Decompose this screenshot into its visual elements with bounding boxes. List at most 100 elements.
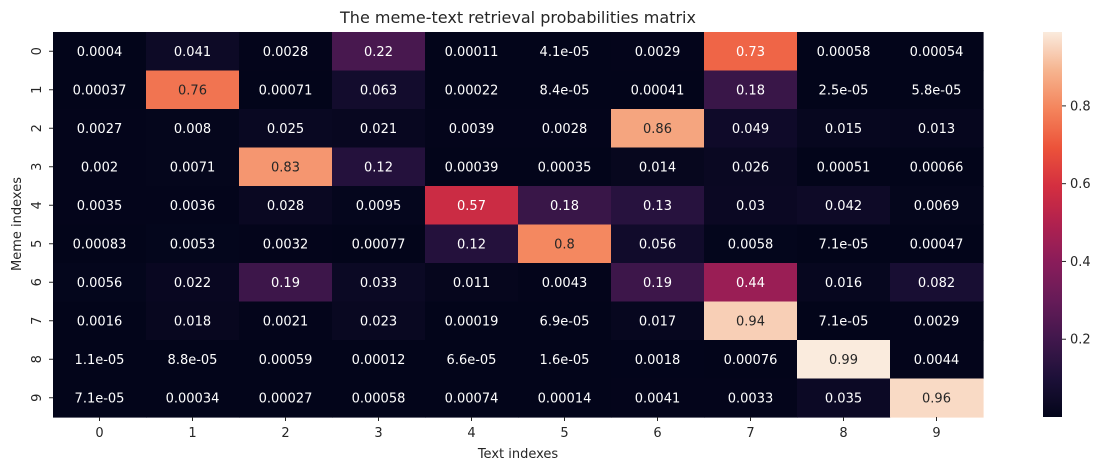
cell-label-r5-c6: 0.056	[639, 237, 676, 252]
cell-label-r4-c7: 0.03	[736, 199, 765, 214]
heatmap-cell-r0-c5	[518, 32, 612, 72]
colorbar-tick-label-2: 0.6	[1070, 177, 1091, 192]
cell-label-r1-c9: 5.8e-05	[912, 83, 962, 98]
cell-label-r3-c8: 0.00051	[817, 160, 871, 175]
cell-label-r3-c7: 0.026	[732, 160, 769, 175]
cell-label-r3-c2: 0.83	[271, 160, 300, 175]
cell-label-r9-c2: 0.00027	[259, 391, 313, 406]
heatmap-cell-r5-c1	[146, 224, 240, 264]
y-axis-ticks: 0 1 2 3 4 5 6 7 8 9	[30, 47, 53, 402]
cell-label-r9-c7: 0.0033	[728, 391, 774, 406]
cell-label-r2-c9: 0.013	[918, 122, 955, 137]
heatmap-cell-r7-c4	[425, 301, 519, 341]
heatmap-cell-r7-c8	[797, 301, 891, 341]
heatmap-cell-r5-c6	[611, 224, 705, 264]
cell-label-r0-c3: 0.22	[364, 45, 393, 60]
heatmap-cell-r3-c3	[332, 147, 426, 187]
cell-label-r5-c4: 0.12	[457, 237, 486, 252]
heatmap-cell-r4-c5	[518, 186, 612, 226]
cell-label-r7-c3: 0.023	[360, 314, 397, 329]
cell-label-r1-c0: 0.00037	[73, 83, 127, 98]
cell-label-r6-c5: 0.0043	[542, 276, 588, 291]
heatmap-cell-r6-c0	[53, 263, 147, 303]
y-tick-label-5: 5	[30, 240, 45, 248]
x-tick-label-7: 7	[746, 426, 754, 441]
cell-label-r6-c4: 0.011	[453, 276, 490, 291]
heatmap-cell-r1-c9	[890, 70, 984, 110]
cell-label-r9-c0: 7.1e-05	[75, 391, 125, 406]
cell-label-r0-c7: 0.73	[736, 45, 765, 60]
heatmap-cell-labels: 0.0004 0.041 0.0028 0.22 0.00011 4.1e-05 0.002…	[73, 45, 964, 407]
heatmap-cell-r0-c9	[890, 32, 984, 72]
heatmap-cell-r8-c8	[797, 340, 891, 380]
heatmap-cell-r9-c2	[239, 378, 333, 418]
heatmap-cell-r3-c2	[239, 147, 333, 187]
heatmap-cell-r8-c1	[146, 340, 240, 380]
cell-label-r5-c7: 0.0058	[728, 237, 774, 252]
heatmap-cell-r5-c4	[425, 224, 519, 264]
cell-label-r7-c4: 0.00019	[445, 314, 499, 329]
cell-label-r1-c4: 0.00022	[445, 83, 499, 98]
heatmap-cell-r9-c3	[332, 378, 426, 418]
heatmap-cell-r2-c2	[239, 109, 333, 149]
heatmap-cell-r1-c3	[332, 70, 426, 110]
cell-label-r7-c6: 0.017	[639, 314, 676, 329]
x-axis-label: Text indexes	[477, 447, 559, 462]
colorbar: 0.2 0.4 0.6 0.8	[1043, 32, 1091, 417]
heatmap-cell-r7-c7	[704, 301, 798, 341]
heatmap-cell-r3-c4	[425, 147, 519, 187]
heatmap-cell-r2-c6	[611, 109, 705, 149]
cell-label-r3-c3: 0.12	[364, 160, 393, 175]
cell-label-r0-c9: 0.00054	[910, 45, 964, 60]
x-tick-label-9: 9	[932, 426, 940, 441]
cell-label-r4-c1: 0.0036	[170, 199, 216, 214]
heatmap-cell-r3-c5	[518, 147, 612, 187]
heatmap-cell-r6-c4	[425, 263, 519, 303]
cell-label-r4-c0: 0.0035	[77, 199, 123, 214]
cell-label-r2-c4: 0.0039	[449, 122, 495, 137]
cell-label-r8-c5: 1.6e-05	[540, 353, 590, 368]
heatmap-cells	[53, 32, 984, 418]
cell-label-r2-c0: 0.0027	[77, 122, 123, 137]
heatmap-cell-r3-c1	[146, 147, 240, 187]
heatmap-cell-r6-c8	[797, 263, 891, 303]
y-tick-label-6: 6	[30, 278, 45, 286]
cell-label-r4-c9: 0.0069	[914, 199, 960, 214]
heatmap-cell-r2-c0	[53, 109, 147, 149]
heatmap-cell-r1-c0	[53, 70, 147, 110]
cell-label-r1-c2: 0.00071	[259, 83, 313, 98]
heatmap-cell-r8-c0	[53, 340, 147, 380]
cell-label-r3-c6: 0.014	[639, 160, 676, 175]
y-axis-label: Meme indexes	[10, 177, 25, 271]
cell-label-r2-c5: 0.0028	[542, 122, 588, 137]
cell-label-r4-c3: 0.0095	[356, 199, 402, 214]
heatmap-cell-r0-c6	[611, 32, 705, 72]
heatmap-cell-r7-c6	[611, 301, 705, 341]
cell-label-r5-c0: 0.00083	[73, 237, 127, 252]
heatmap-cell-r7-c9	[890, 301, 984, 341]
cell-label-r6-c2: 0.19	[271, 276, 300, 291]
heatmap-cell-r6-c3	[332, 263, 426, 303]
cell-label-r3-c9: 0.00066	[910, 160, 964, 175]
heatmap-cell-r6-c5	[518, 263, 612, 303]
y-tick-label-3: 3	[30, 163, 45, 171]
heatmap-cell-r8-c4	[425, 340, 519, 380]
cell-label-r6-c7: 0.44	[736, 276, 765, 291]
cell-label-r7-c1: 0.018	[174, 314, 211, 329]
x-tick-label-8: 8	[839, 426, 847, 441]
cell-label-r8-c2: 0.00059	[259, 353, 313, 368]
cell-label-r2-c3: 0.021	[360, 122, 397, 137]
cell-label-r4-c4: 0.57	[457, 199, 486, 214]
cell-label-r0-c6: 0.0029	[635, 45, 681, 60]
heatmap-cell-r3-c7	[704, 147, 798, 187]
heatmap-cell-r5-c7	[704, 224, 798, 264]
x-tick-label-6: 6	[653, 426, 661, 441]
cell-label-r6-c9: 0.082	[918, 276, 955, 291]
heatmap-cell-r6-c9	[890, 263, 984, 303]
y-tick-label-2: 2	[30, 124, 45, 132]
heatmap-cell-r9-c9	[890, 378, 984, 418]
x-tick-label-2: 2	[281, 426, 289, 441]
cell-label-r3-c1: 0.0071	[170, 160, 216, 175]
heatmap-cell-r1-c8	[797, 70, 891, 110]
colorbar-tick-label-1: 0.4	[1070, 255, 1091, 270]
